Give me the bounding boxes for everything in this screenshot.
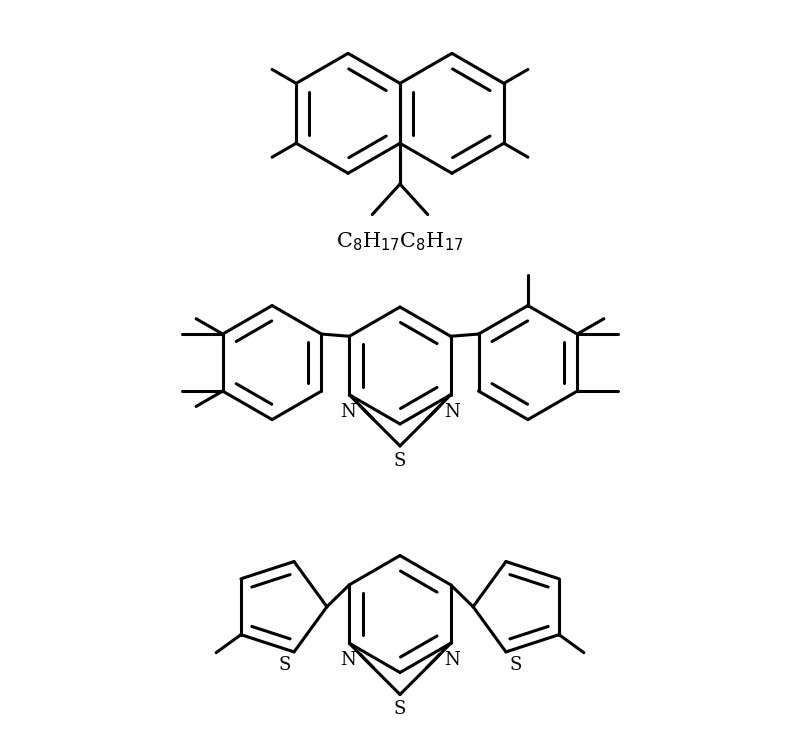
Text: N: N	[340, 403, 356, 420]
Text: S: S	[510, 656, 522, 673]
Text: N: N	[444, 651, 460, 669]
Text: C$_8$H$_{17}$C$_8$H$_{17}$: C$_8$H$_{17}$C$_8$H$_{17}$	[336, 230, 464, 253]
Text: N: N	[444, 403, 460, 420]
Text: S: S	[394, 700, 406, 719]
Text: S: S	[394, 452, 406, 470]
Text: S: S	[278, 656, 290, 673]
Text: N: N	[340, 651, 356, 669]
